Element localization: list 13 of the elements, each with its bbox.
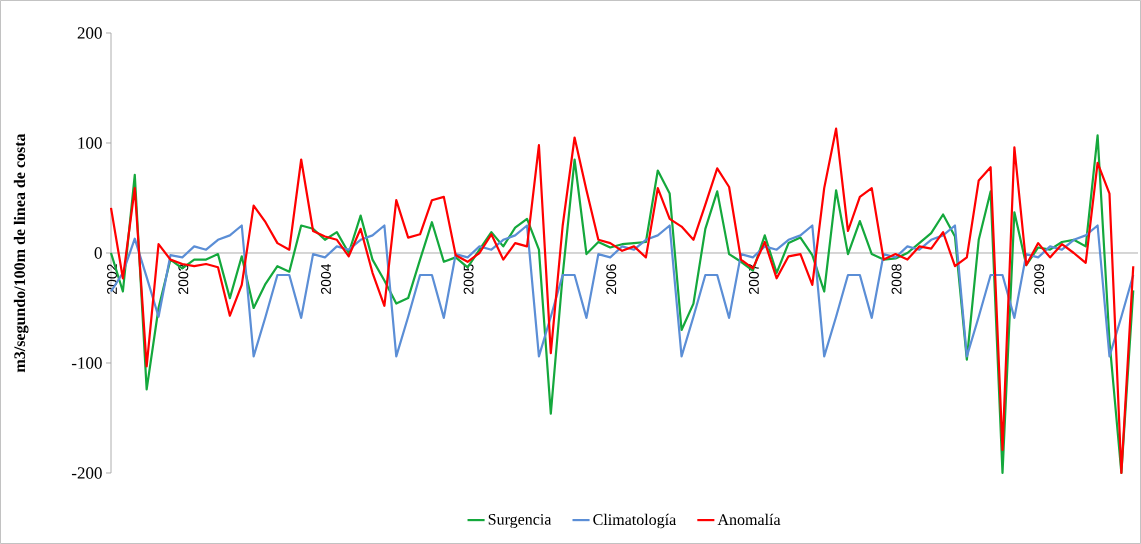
legend-label: Climatología [593, 513, 677, 529]
legend-label: Surgencia [488, 514, 552, 529]
y-tick-label: 100 [78, 137, 102, 149]
y-tick-label: 0 [94, 247, 102, 259]
y-tick-label: 200 [77, 27, 102, 39]
y-axis-title: m3/segundo/100m de linea de costa [13, 133, 29, 373]
x-tick-label: 2006 [606, 264, 617, 294]
x-tick-label: 2008 [891, 264, 902, 294]
y-tick-label: -100 [71, 357, 102, 369]
y-tick-label: -200 [71, 467, 102, 479]
x-tick-label: 2009 [1034, 264, 1045, 294]
legend-label: Anomalía [717, 513, 781, 526]
x-tick-label: 2004 [320, 263, 331, 294]
